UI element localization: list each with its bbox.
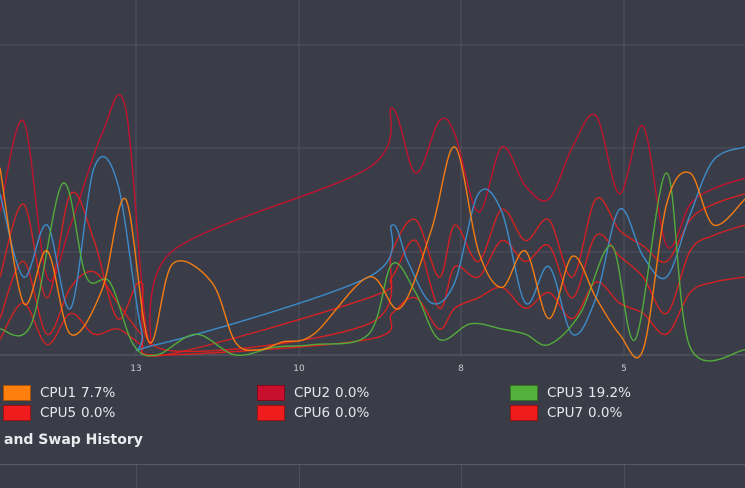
section-divider bbox=[0, 464, 745, 465]
x-tick-label: 10 bbox=[293, 364, 305, 374]
legend-item-cpu2: CPU2 0.0% bbox=[257, 383, 369, 403]
memory-chart-grid-line bbox=[299, 465, 300, 488]
x-tick-label: 5 bbox=[621, 364, 627, 374]
legend-swatch-cpu2 bbox=[257, 385, 285, 401]
legend-swatch-cpu1 bbox=[3, 385, 31, 401]
legend-label-cpu5: CPU5 bbox=[40, 405, 77, 421]
memory-chart-grid-line bbox=[461, 465, 462, 488]
legend-value-cpu6: 0.0% bbox=[335, 405, 370, 421]
legend-item-cpu3: CPU3 19.2% bbox=[510, 383, 631, 403]
legend-label-cpu2: CPU2 bbox=[294, 385, 331, 401]
chart-series bbox=[0, 93, 745, 362]
series-line-cpu4 bbox=[0, 146, 745, 352]
legend-swatch-cpu7 bbox=[510, 405, 538, 421]
legend-swatch-cpu6 bbox=[257, 405, 285, 421]
x-axis-ticks: 13 10 8 5 bbox=[130, 364, 627, 374]
legend-swatch-cpu3 bbox=[510, 385, 538, 401]
legend-label-cpu1: CPU1 bbox=[40, 385, 77, 401]
series-line-cpu7 bbox=[0, 276, 745, 356]
cpu-history-chart: 13 10 8 5 bbox=[0, 0, 745, 374]
series-line-cpu6 bbox=[0, 224, 745, 357]
legend-item-cpu6: CPU6 0.0% bbox=[257, 403, 369, 423]
legend-label-cpu3: CPU3 bbox=[547, 385, 584, 401]
legend-value-cpu5: 0.0% bbox=[81, 405, 116, 421]
memory-chart-grid-line bbox=[136, 465, 137, 488]
legend-label-cpu6: CPU6 bbox=[294, 405, 331, 421]
cpu-legend: CPU1 7.7% CPU2 0.0% CPU3 19.2% CPU5 0.0%… bbox=[0, 380, 745, 426]
legend-item-cpu7: CPU7 0.0% bbox=[510, 403, 622, 423]
legend-value-cpu1: 7.7% bbox=[81, 385, 116, 401]
series-line-cpu2 bbox=[0, 93, 745, 347]
x-tick-label: 8 bbox=[458, 364, 464, 374]
chart-grid bbox=[0, 0, 745, 356]
memory-chart-grid-line bbox=[624, 465, 625, 488]
legend-value-cpu3: 19.2% bbox=[588, 385, 631, 401]
x-tick-label: 13 bbox=[130, 364, 141, 374]
series-line-cpu3 bbox=[0, 172, 745, 362]
legend-item-cpu5: CPU5 0.0% bbox=[3, 403, 115, 423]
legend-item-cpu1: CPU1 7.7% bbox=[3, 383, 115, 403]
series-line-cpu1 bbox=[0, 146, 745, 359]
legend-value-cpu2: 0.0% bbox=[335, 385, 370, 401]
legend-swatch-cpu5 bbox=[3, 405, 31, 421]
memory-swap-history-title: and Swap History bbox=[4, 432, 143, 448]
legend-value-cpu7: 0.0% bbox=[588, 405, 623, 421]
legend-label-cpu7: CPU7 bbox=[547, 405, 584, 421]
